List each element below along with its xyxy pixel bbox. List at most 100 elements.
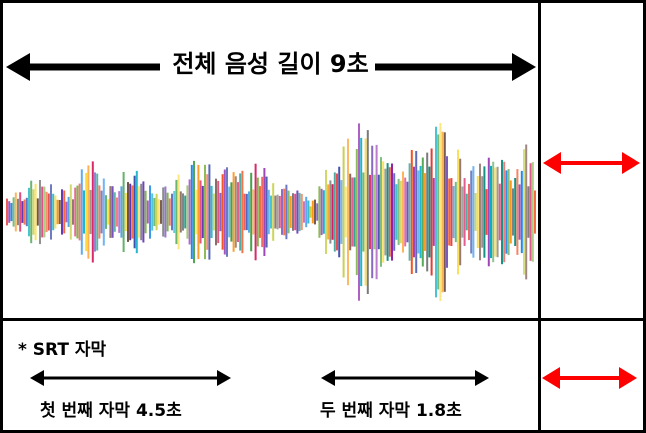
waveform-bar (439, 123, 442, 301)
waveform-bar (384, 168, 387, 256)
waveform-bar (399, 180, 402, 244)
waveform-bar (386, 163, 389, 261)
waveform-bar (186, 185, 189, 239)
waveform-bar (201, 185, 204, 239)
waveform-bar (459, 158, 462, 266)
waveform-bar (228, 186, 231, 238)
waveform-bar (193, 160, 195, 264)
waveform-bar (212, 193, 215, 231)
waveform-bar (529, 163, 532, 261)
first-subtitle-label: 첫 번째 자막 4.5초 (40, 401, 182, 421)
waveform-bar (6, 198, 8, 226)
waveform-bar (138, 186, 140, 238)
waveform-bar (285, 184, 288, 240)
waveform-bar (483, 166, 486, 258)
waveform-bar (89, 190, 92, 234)
waveform-bar (448, 178, 451, 246)
waveform-bar (278, 195, 281, 229)
waveform-bar (461, 186, 464, 238)
waveform-bar (230, 182, 233, 242)
waveform-bar (351, 177, 354, 247)
waveform-bar (476, 176, 479, 248)
waveform-bar (468, 183, 470, 241)
waveform-bar (96, 173, 99, 251)
waveform-bar (58, 200, 61, 224)
waveform-bar (267, 189, 270, 235)
total-audio-length-text: 전체 음성 길이 9초 (166, 50, 375, 78)
waveform-bar (171, 193, 173, 231)
waveform-bar (404, 177, 407, 247)
waveform-bar (74, 187, 77, 237)
waveform-bar (34, 183, 37, 241)
waveform-bar (338, 166, 341, 258)
extra-subtitle-arrow-left-head (542, 367, 560, 389)
waveform-bar (131, 185, 134, 239)
waveform-bar (91, 161, 94, 263)
waveform-bar (523, 149, 525, 275)
waveform-bar (421, 157, 424, 267)
waveform-bar (450, 178, 453, 246)
waveform-bar (124, 192, 127, 232)
waveform-bar (173, 191, 176, 233)
waveform-bar (223, 169, 226, 255)
waveform-bar (479, 163, 481, 261)
waveform-bar (294, 193, 297, 231)
waveform-bar (481, 176, 484, 248)
waveform-bar (507, 169, 510, 256)
waveform-bar (487, 157, 490, 267)
waveform-bar (329, 180, 332, 244)
waveform-bar (265, 176, 268, 248)
waveform-bar (463, 178, 466, 246)
waveform-bar (122, 172, 125, 252)
waveform-bar (12, 197, 15, 227)
first-subtitle-arrow-left-head (30, 370, 44, 386)
waveform-bar (87, 165, 90, 259)
waveform-bar (149, 185, 151, 239)
waveform-bar (305, 196, 308, 228)
waveform-bar (250, 172, 253, 252)
waveform-bar (327, 184, 330, 240)
waveform-bar (210, 185, 213, 238)
waveform-bar (14, 192, 17, 232)
subtitle-panel (0, 318, 541, 433)
waveform-bar (426, 152, 429, 272)
waveform-bar (413, 166, 415, 258)
waveform-bar (151, 193, 154, 231)
waveform-bar (276, 194, 279, 230)
extra-subtitle-arrow-right-head (619, 367, 637, 389)
waveform-bar (474, 193, 477, 231)
waveform-bar (333, 172, 336, 252)
waveform-bar (199, 180, 202, 244)
waveform-bar (120, 186, 123, 238)
waveform-bar (342, 146, 345, 278)
waveform-bar (116, 197, 118, 227)
waveform-bar (166, 192, 169, 232)
waveform-bar (375, 144, 378, 280)
waveform-bar (391, 163, 393, 261)
first-subtitle-arrow-right-head (217, 370, 231, 386)
total-length-arrow (6, 53, 536, 81)
extra-subtitle-arrow (542, 367, 637, 389)
waveform-bar (441, 131, 444, 293)
waveform-bar (204, 164, 206, 260)
waveform-bar (325, 169, 327, 254)
second-subtitle-label: 두 번째 자막 1.8초 (320, 401, 462, 421)
waveform-bar (197, 164, 200, 260)
waveform-bar (80, 169, 83, 255)
waveform-bar (371, 145, 374, 279)
waveform-bar (393, 173, 396, 251)
waveform-bar (446, 156, 448, 268)
waveform-bar (155, 193, 158, 231)
waveform-bar (360, 137, 363, 287)
audio-waveform (6, 123, 536, 301)
waveform-bar (531, 162, 534, 262)
waveform-bar (395, 184, 398, 240)
waveform-bar (109, 186, 112, 238)
waveform-bar (52, 193, 55, 231)
waveform-bar (353, 177, 356, 247)
waveform-bar (111, 186, 114, 238)
waveform-bar (494, 167, 497, 257)
waveform-bar (340, 180, 343, 244)
waveform-bar (428, 166, 431, 258)
